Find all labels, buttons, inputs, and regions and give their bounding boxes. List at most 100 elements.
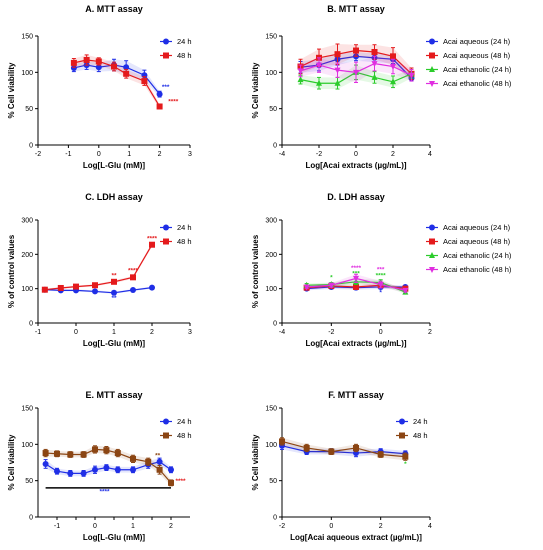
data-point bbox=[297, 68, 304, 75]
significance-label: **** bbox=[351, 265, 362, 272]
x-tick-label: 0 bbox=[93, 523, 97, 530]
x-tick-label: 3 bbox=[188, 329, 192, 336]
legend-marker bbox=[429, 267, 435, 273]
x-axis-label: Log[Acai extracts (µg/mL)] bbox=[305, 161, 406, 170]
data-point bbox=[334, 51, 341, 58]
x-tick-label: 2 bbox=[428, 329, 432, 336]
data-point bbox=[390, 78, 396, 85]
significance-label: * bbox=[404, 461, 407, 468]
significance-label: ** bbox=[155, 452, 161, 459]
data-point bbox=[67, 451, 74, 458]
y-tick-label: 0 bbox=[273, 143, 277, 150]
legend-label: Acai aqueous (48 h) bbox=[443, 237, 511, 246]
legend-marker bbox=[399, 432, 405, 439]
y-tick-label: 150 bbox=[21, 406, 33, 413]
data-point bbox=[130, 455, 136, 462]
y-axis-label: % of control values bbox=[251, 234, 260, 308]
series-1 bbox=[42, 445, 174, 487]
y-tick-label: 100 bbox=[21, 70, 33, 77]
data-point bbox=[54, 450, 60, 457]
data-point bbox=[353, 47, 359, 54]
y-tick-label: 100 bbox=[21, 286, 33, 293]
legend-marker bbox=[429, 224, 435, 231]
series-1 bbox=[41, 241, 155, 293]
data-point bbox=[334, 67, 341, 74]
data-point bbox=[103, 447, 110, 454]
data-point bbox=[145, 458, 152, 465]
chart-title: F. MTT assay bbox=[328, 390, 384, 400]
data-point bbox=[57, 284, 64, 291]
x-tick-label: -2 bbox=[279, 523, 285, 530]
data-point bbox=[316, 62, 322, 69]
data-point bbox=[402, 453, 409, 460]
data-point bbox=[83, 56, 90, 63]
legend-marker bbox=[429, 238, 435, 245]
legend-marker bbox=[163, 238, 169, 245]
legend-marker bbox=[163, 38, 169, 45]
y-tick-label: 100 bbox=[265, 70, 277, 77]
legend-label: 24 h bbox=[177, 223, 192, 232]
legend-marker bbox=[163, 418, 169, 425]
legend-label: Acai aqueous (48 h) bbox=[443, 51, 511, 60]
y-tick-label: 100 bbox=[265, 442, 277, 449]
data-point bbox=[353, 275, 359, 282]
data-point bbox=[130, 466, 136, 473]
x-tick-label: -4 bbox=[279, 329, 285, 336]
significance-label: *** bbox=[352, 271, 360, 278]
data-point bbox=[371, 48, 378, 55]
data-point bbox=[377, 451, 384, 458]
x-tick-label: 0 bbox=[329, 523, 333, 530]
data-point bbox=[334, 79, 341, 86]
data-point bbox=[297, 76, 304, 83]
y-tick-label: 100 bbox=[21, 442, 33, 449]
data-point bbox=[371, 73, 378, 80]
y-tick-label: 100 bbox=[265, 286, 277, 293]
y-axis-label: % Cell viability bbox=[7, 62, 16, 119]
data-point bbox=[111, 278, 117, 285]
legend-label: Acai ethanolic (48 h) bbox=[443, 79, 512, 88]
error-band bbox=[300, 51, 412, 82]
significance-label: * bbox=[330, 274, 333, 281]
data-point bbox=[303, 284, 310, 291]
x-tick-label: -1 bbox=[65, 151, 71, 158]
data-point bbox=[103, 464, 110, 471]
x-tick-label: -2 bbox=[35, 151, 41, 158]
data-point bbox=[156, 466, 163, 473]
x-tick-label: -2 bbox=[316, 151, 322, 158]
x-tick-label: 0 bbox=[379, 329, 383, 336]
data-point bbox=[95, 58, 102, 65]
x-tick-label: -1 bbox=[35, 329, 41, 336]
legend-label: 48 h bbox=[177, 431, 192, 440]
data-point bbox=[41, 286, 48, 293]
legend-marker bbox=[429, 38, 435, 45]
x-tick-label: 0 bbox=[97, 151, 101, 158]
data-point bbox=[156, 91, 163, 98]
y-axis-label: % Cell viability bbox=[7, 434, 16, 491]
legend-marker bbox=[163, 52, 169, 59]
chart-title: A. MTT assay bbox=[85, 4, 143, 14]
x-tick-label: 0 bbox=[354, 151, 358, 158]
y-axis-label: % of control values bbox=[7, 234, 16, 308]
series-1 bbox=[279, 437, 409, 461]
x-tick-label: -2 bbox=[328, 329, 334, 336]
panel-b: B. MTT assay 0 50 100 150 -4 -2 0 2 4 Log[Acai ext… bbox=[251, 4, 512, 170]
error-band bbox=[300, 43, 412, 80]
error-band bbox=[282, 437, 406, 461]
legend-label: 24 h bbox=[177, 417, 192, 426]
data-point bbox=[353, 283, 359, 290]
x-tick-label: 3 bbox=[188, 151, 192, 158]
data-point bbox=[92, 288, 98, 295]
panel-e: E. MTT assay 0 50 100 150 -1 0 1 2 Log[L-Glu (mM)… bbox=[7, 390, 192, 542]
x-tick-label: 1 bbox=[127, 151, 131, 158]
data-point bbox=[149, 284, 155, 291]
x-tick-label: 1 bbox=[131, 523, 135, 530]
data-point bbox=[353, 444, 359, 451]
data-point bbox=[130, 287, 136, 294]
data-point bbox=[168, 466, 174, 473]
y-tick-label: 200 bbox=[265, 252, 277, 259]
significance-label: *** bbox=[162, 84, 170, 91]
x-tick-label: 4 bbox=[428, 151, 432, 158]
y-axis-label: % Cell viability bbox=[251, 434, 260, 491]
